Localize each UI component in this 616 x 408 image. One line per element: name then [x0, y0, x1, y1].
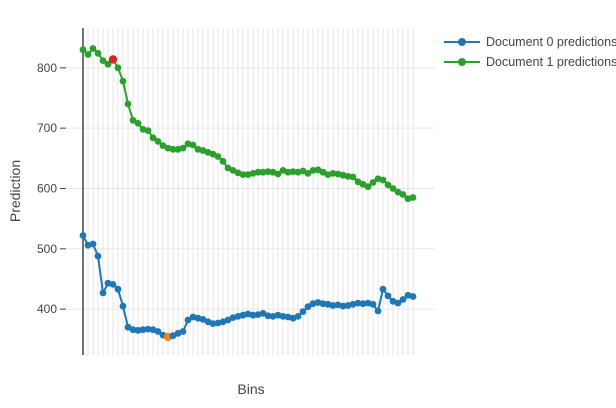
data-point[interactable] — [304, 170, 312, 177]
data-point[interactable] — [114, 64, 122, 72]
data-point[interactable] — [89, 45, 97, 52]
data-point[interactable] — [104, 60, 112, 68]
data-point[interactable] — [249, 311, 257, 319]
data-point[interactable] — [79, 232, 87, 239]
data-point[interactable] — [359, 300, 367, 308]
data-point[interactable] — [299, 308, 307, 315]
data-point[interactable] — [254, 168, 262, 176]
data-point[interactable] — [79, 46, 87, 54]
data-point[interactable] — [189, 141, 197, 149]
data-point[interactable] — [364, 183, 372, 191]
data-point[interactable] — [294, 313, 302, 320]
data-point[interactable] — [354, 299, 362, 307]
data-point[interactable] — [144, 127, 152, 134]
data-point[interactable] — [289, 168, 297, 176]
data-point[interactable] — [144, 325, 152, 333]
data-point[interactable] — [409, 194, 417, 201]
data-point[interactable] — [339, 302, 347, 310]
data-point[interactable] — [384, 181, 392, 189]
y-tick-label: 800 — [37, 61, 57, 75]
series-0[interactable] — [79, 232, 417, 342]
data-point[interactable] — [379, 176, 387, 184]
data-point[interactable] — [119, 77, 127, 85]
data-point[interactable] — [209, 320, 217, 327]
y-tick-label: 700 — [37, 121, 57, 135]
data-point[interactable] — [119, 302, 127, 310]
data-point[interactable] — [169, 145, 177, 153]
data-point[interactable] — [154, 138, 162, 145]
data-point[interactable] — [369, 179, 377, 186]
data-point[interactable] — [389, 185, 397, 192]
data-point[interactable] — [264, 312, 272, 320]
data-point[interactable] — [219, 157, 227, 165]
data-point[interactable] — [379, 285, 387, 293]
data-point[interactable] — [84, 51, 92, 58]
data-point[interactable] — [134, 326, 142, 334]
grid-layer: 400 500 600 700 800 — [37, 28, 435, 355]
legend-label-document-1: Document 1 predictions — [486, 55, 616, 69]
y-axis-title: Prediction — [7, 159, 23, 223]
data-point[interactable] — [99, 289, 107, 297]
legend-label-document-0: Document 0 predictions — [486, 35, 616, 49]
data-point[interactable] — [369, 300, 377, 308]
y-tick-label: 500 — [37, 242, 57, 256]
series-1[interactable] — [79, 45, 417, 203]
data-point[interactable] — [129, 116, 137, 124]
data-point[interactable] — [329, 302, 337, 309]
data-point[interactable] — [179, 144, 187, 152]
data-point[interactable] — [114, 285, 122, 293]
data-point[interactable] — [274, 170, 282, 178]
data-point[interactable] — [374, 307, 382, 315]
data-point[interactable] — [399, 296, 407, 303]
data-point[interactable] — [99, 57, 107, 64]
y-tick-label: 600 — [37, 181, 57, 195]
data-point[interactable] — [329, 170, 337, 177]
data-point[interactable] — [214, 153, 222, 160]
data-point[interactable] — [309, 167, 317, 174]
legend-item-document-1[interactable]: Document 1 predictions — [443, 52, 616, 72]
data-point[interactable] — [129, 326, 137, 334]
data-point[interactable] — [394, 299, 402, 307]
data-point[interactable] — [139, 326, 147, 334]
data-point[interactable] — [344, 173, 352, 180]
legend-marker-document-1-icon — [444, 58, 480, 66]
highlight-point-1[interactable] — [108, 55, 118, 64]
data-point[interactable] — [94, 252, 102, 260]
data-point[interactable] — [384, 292, 392, 300]
data-point[interactable] — [109, 281, 117, 288]
data-point[interactable] — [149, 134, 157, 142]
data-point[interactable] — [409, 293, 417, 300]
data-point[interactable] — [279, 313, 287, 320]
data-point[interactable] — [319, 300, 327, 308]
data-point[interactable] — [284, 168, 292, 176]
x-axis-title: Bins — [237, 381, 265, 397]
legend-marker-document-0-icon — [444, 38, 480, 46]
data-point[interactable] — [134, 119, 142, 127]
data-point[interactable] — [89, 240, 97, 248]
data-point[interactable] — [349, 173, 357, 181]
data-point[interactable] — [259, 168, 267, 176]
legend: Document 0 predictions Document 1 predic… — [443, 32, 616, 72]
data-point[interactable] — [179, 328, 187, 335]
data-point[interactable] — [264, 168, 272, 176]
y-tick-label: 400 — [37, 302, 57, 316]
legend-item-document-0[interactable]: Document 0 predictions — [443, 32, 616, 52]
data-point[interactable] — [184, 316, 192, 324]
data-point[interactable] — [399, 191, 407, 198]
data-point[interactable] — [124, 100, 132, 108]
data-point[interactable] — [154, 328, 162, 335]
data-point[interactable] — [94, 49, 102, 57]
data-point[interactable] — [239, 171, 247, 179]
data-point[interactable] — [304, 303, 312, 311]
